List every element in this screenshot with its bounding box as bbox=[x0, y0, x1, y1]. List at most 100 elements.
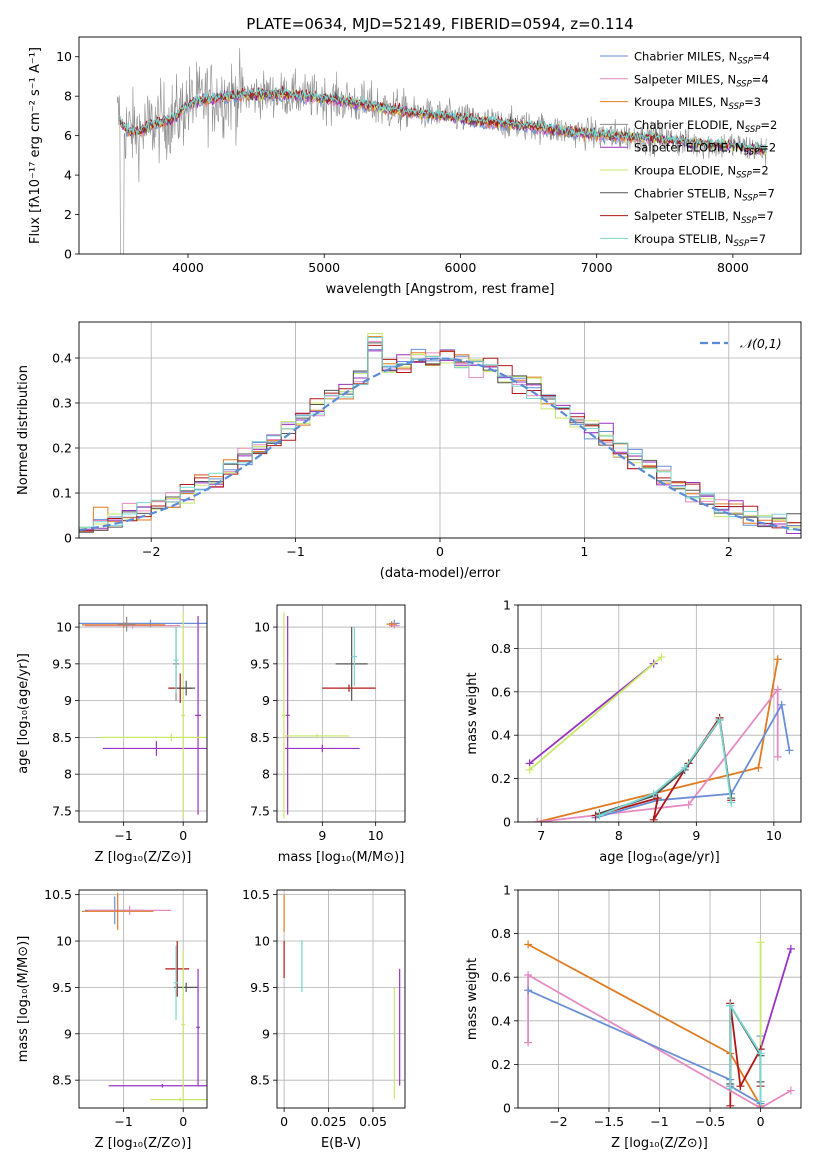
age_vs_mass-panel: 9 10 7.5 8 8.5 9 9.5 10 mass [log₁₀(M/M⊙)] bbox=[250, 604, 406, 865]
spectrum-legend-text-1: Salpeter MILES, N bbox=[634, 72, 736, 86]
spectrum-model-kroupa_stelib bbox=[119, 87, 767, 154]
weight_vs_age-marker-2-1 bbox=[754, 763, 763, 772]
spectrum-legend-label-6: Chabrier STELIB, NSSP=7 bbox=[634, 186, 775, 203]
age_vs_Z-point-10 bbox=[177, 680, 196, 696]
spectrum-legend-label-8: Kroupa STELIB, NSSP=7 bbox=[634, 232, 766, 249]
spectrum-legend-text-0: Chabrier MILES, N bbox=[634, 50, 737, 64]
age_vs_Z-point-7 bbox=[99, 733, 207, 742]
mass_vs_ebv-frame bbox=[276, 889, 406, 1109]
spectrum-legend-label-1: Salpeter MILES, NSSP=4 bbox=[634, 72, 769, 89]
weight_vs_age-marker-2-2 bbox=[773, 655, 782, 664]
spectrum-legend-count-1: =4 bbox=[752, 72, 769, 86]
spectrum-ylabel: Flux [fλ10⁻¹⁷ erg cm⁻² s⁻¹ A⁻¹] bbox=[28, 47, 43, 244]
age_vs_mass-point-7 bbox=[285, 616, 290, 815]
age_vs_Z-ylabel: age [log₁₀(age/yr)] bbox=[16, 653, 31, 774]
mass_vs_Z-ytick-label-0: 8.5 bbox=[52, 1073, 72, 1088]
mass_vs_Z-point-5 bbox=[173, 945, 179, 1020]
age_vs_mass-point-8 bbox=[285, 733, 349, 739]
weight_vs_Z-xtick-label-2: −1 bbox=[650, 1114, 668, 1129]
spectrum-ytick-label-2: 4 bbox=[64, 168, 72, 183]
mass_vs_Z-panel: −1 0 8.5 9 9.5 10 10.5 Z [log₁₀(Z/Z⊙)] mass [log… bbox=[16, 887, 208, 1151]
residuals-ytick-label-1: 0.1 bbox=[52, 486, 72, 501]
weight_vs_Z-ytick-label-4: 0.8 bbox=[491, 926, 511, 941]
age_vs_mass-point-5 bbox=[351, 627, 357, 686]
spectrum-legend-count-0: =4 bbox=[753, 50, 770, 64]
spectrum-legend-count-7: =7 bbox=[757, 209, 774, 223]
age_vs_Z-ytick-label-1: 8 bbox=[64, 767, 72, 782]
weight_vs_age-ytick-label-5: 1 bbox=[503, 598, 511, 613]
weight_vs_Z-marker-1-1 bbox=[524, 971, 533, 980]
mass_vs_Z-frame bbox=[78, 889, 208, 1109]
age_vs_mass-ytick-label-2: 8.5 bbox=[250, 730, 270, 745]
weight_vs_age-xtick-label-1: 8 bbox=[615, 828, 623, 843]
weight_vs_Z-marker-2-0 bbox=[524, 986, 533, 995]
residual-hist-kroupa_stelib bbox=[79, 337, 801, 538]
weight_vs_Z-ytick-label-2: 0.4 bbox=[491, 1013, 511, 1028]
residuals-ytick-label-0: 0 bbox=[64, 531, 72, 546]
spectrum-ytick-label-3: 6 bbox=[64, 128, 72, 143]
spectrum-legend-text-6: Chabrier STELIB, N bbox=[634, 186, 742, 200]
spectrum-xtick-label-0: 4000 bbox=[172, 260, 204, 275]
weight_vs_Z-panel: −2 −1.5 −1 −0.5 0 0 0.2 0.4 0.6 0.8 1 Z [log₁₀(Z/Z⊙… bbox=[465, 883, 802, 1151]
spectrum-legend-text-8: Kroupa STELIB, N bbox=[634, 232, 734, 246]
spectrum-legend-count-8: =7 bbox=[749, 232, 766, 246]
residual-hist-chabrier_stelib bbox=[79, 342, 801, 538]
mass_vs_ebv-points bbox=[283, 894, 401, 1099]
age_vs_Z-xtick-label-1: 0 bbox=[179, 828, 187, 843]
mass_vs_Z-ytick-label-3: 10 bbox=[56, 934, 72, 949]
age_vs_Z-ytick-label-0: 7.5 bbox=[52, 803, 72, 818]
normal-curve bbox=[79, 357, 801, 532]
age_vs_mass-ytick-label-0: 7.5 bbox=[250, 803, 270, 818]
age_vs_mass-ytick-label-3: 9 bbox=[262, 693, 270, 708]
weight_vs_age-lines bbox=[525, 653, 794, 822]
spectrum-ytick-label-4: 8 bbox=[64, 89, 72, 104]
weight_vs_Z-marker-7-3 bbox=[756, 1097, 765, 1106]
spectrum-ytick-label-0: 0 bbox=[64, 247, 72, 262]
weight_vs_Z-marker-0-0 bbox=[524, 940, 533, 949]
mass_vs_ebv-xtick-label-0: 0 bbox=[280, 1114, 288, 1129]
weight_vs_age-ytick-label-1: 0.2 bbox=[491, 771, 511, 786]
mass_vs_ebv-xlabel: E(B-V) bbox=[321, 1136, 361, 1151]
mass_vs_Z-point-2 bbox=[81, 892, 154, 930]
mass_vs_ebv-ytick-label-0: 8.5 bbox=[250, 1073, 270, 1088]
spectrum-legend-count-2: =3 bbox=[744, 95, 761, 109]
age_vs_Z-ytick-label-4: 9.5 bbox=[52, 656, 72, 671]
weight_vs_Z-ytick-label-1: 0.2 bbox=[491, 1057, 511, 1072]
figure-title: PLATE=0634, MJD=52149, FIBERID=0594, z=0… bbox=[246, 15, 633, 33]
spectrum-legend-sub-6: SSP bbox=[742, 193, 758, 203]
weight_vs_Z-marker-1-0 bbox=[524, 1038, 533, 1047]
weight_vs_age-xlabel: age [log₁₀(age/yr)] bbox=[599, 850, 720, 865]
spectrum-ytick-label-5: 10 bbox=[56, 49, 72, 64]
mass_vs_Z-xlabel: Z [log₁₀(Z/Z⊙)] bbox=[95, 1136, 192, 1151]
age_vs_mass-ytick-label-1: 8 bbox=[262, 767, 270, 782]
residuals-xtick-label-4: 2 bbox=[725, 544, 733, 559]
weight_vs_Z-xtick-label-3: −0.5 bbox=[695, 1114, 725, 1129]
weight_vs_age-marker-3-0 bbox=[533, 818, 542, 822]
weight_vs_age-ytick-label-2: 0.4 bbox=[491, 728, 511, 743]
spectrum-lines bbox=[116, 48, 767, 254]
weight_vs_age-ylabel: mass weight bbox=[465, 672, 480, 754]
spectrum-legend-sub-1: SSP bbox=[736, 79, 752, 89]
weight_vs_Z-marker-7-2 bbox=[756, 1049, 765, 1058]
mass_vs_Z-point-4 bbox=[174, 982, 199, 993]
mass_vs_ebv-xtick-label-2: 0.05 bbox=[359, 1114, 387, 1129]
weight_vs_age-marker-7-4 bbox=[727, 798, 736, 807]
weight_vs_age-ytick-label-4: 0.8 bbox=[491, 641, 511, 656]
residuals-ytick-label-2: 0.2 bbox=[52, 441, 72, 456]
residuals-xtick-label-1: −1 bbox=[286, 544, 304, 559]
weight_vs_age-marker-7-0 bbox=[595, 811, 604, 820]
weight_vs_age-marker-3-2 bbox=[773, 685, 782, 694]
weight_vs_Z-series-3 bbox=[759, 948, 792, 1050]
age_vs_mass-point-4 bbox=[335, 627, 368, 701]
mass_vs_Z-point-9 bbox=[181, 950, 185, 1099]
spectrum-legend-count-6: =7 bbox=[758, 186, 775, 200]
weight_vs_Z-xtick-label-1: −1.5 bbox=[594, 1114, 624, 1129]
spectrum-frame bbox=[78, 36, 802, 255]
mass_vs_Z-ytick-label-4: 10.5 bbox=[44, 887, 72, 902]
weight_vs_age-marker-1-1 bbox=[657, 653, 666, 662]
weight_vs_age-marker-7-1 bbox=[649, 789, 658, 798]
age_vs_mass-xtick-label-0: 9 bbox=[318, 828, 326, 843]
mass_vs_ebv-panel: 0 0.025 0.05 8.5 9 9.5 10 10.5 E(B-V) bbox=[242, 887, 406, 1151]
spectrum-ytick-label-1: 2 bbox=[64, 207, 72, 222]
